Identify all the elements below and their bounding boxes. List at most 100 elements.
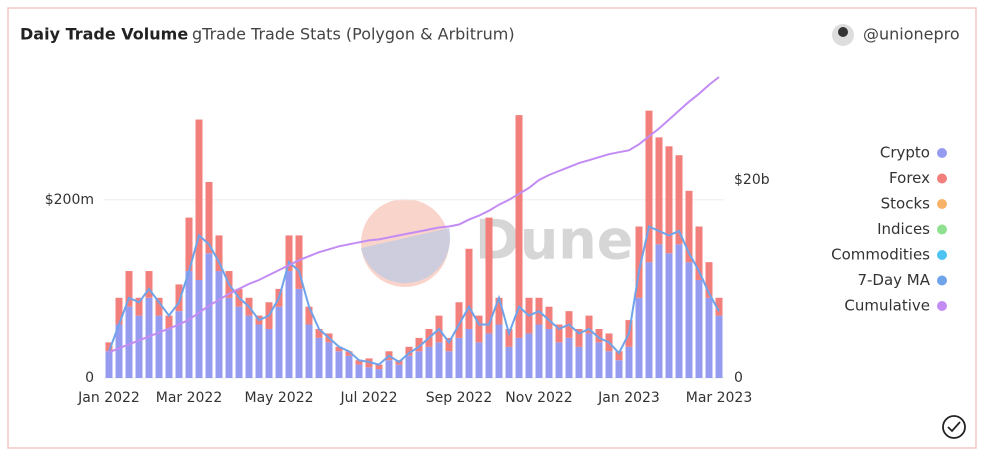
bar <box>475 342 483 378</box>
bar <box>125 271 133 307</box>
legend-swatch <box>937 250 947 260</box>
bar <box>495 297 503 325</box>
bar <box>645 262 653 378</box>
bar <box>455 337 463 378</box>
x-tick-label: Mar 2022 <box>156 390 223 406</box>
line <box>108 76 720 354</box>
bar <box>195 119 203 280</box>
chart-title: Daiy Trade Volume <box>20 25 188 44</box>
bar <box>165 328 173 378</box>
bar <box>295 288 303 378</box>
bar <box>675 155 683 245</box>
bar <box>205 253 213 378</box>
legend-swatch <box>937 275 947 286</box>
bar <box>585 315 593 334</box>
bar <box>715 315 723 378</box>
bar <box>285 235 293 272</box>
bar <box>355 364 363 378</box>
x-tick-label: Jan 2023 <box>597 390 660 406</box>
bar <box>385 360 393 378</box>
bar <box>105 351 113 378</box>
bar <box>325 342 333 378</box>
legend-label: 7-Day MA <box>857 271 930 289</box>
bar <box>445 337 453 352</box>
author[interactable]: @unionepro <box>863 25 960 44</box>
bar <box>695 226 703 280</box>
y-tick-label: $200m <box>45 192 94 208</box>
bar <box>225 297 233 378</box>
bar <box>175 311 183 378</box>
bar <box>615 360 623 378</box>
bar <box>415 351 423 378</box>
check-icon[interactable] <box>942 415 966 439</box>
bar <box>555 324 563 343</box>
bar <box>685 262 693 378</box>
bar <box>455 302 463 338</box>
bar <box>675 244 683 378</box>
bar <box>115 324 123 378</box>
bar <box>635 297 643 378</box>
bar <box>345 351 353 356</box>
bar <box>585 333 593 378</box>
bar <box>105 342 113 352</box>
bar <box>705 262 713 298</box>
x-tick-label: Nov 2022 <box>505 390 572 406</box>
bar <box>515 337 523 378</box>
bar <box>665 146 673 254</box>
bar <box>165 315 173 329</box>
watermark-logo-half <box>361 228 451 284</box>
bar <box>465 248 473 329</box>
bar <box>395 364 403 378</box>
bar <box>545 328 553 378</box>
bar <box>315 328 323 338</box>
bar <box>315 337 323 378</box>
avatar-figure <box>838 27 848 37</box>
bar <box>605 351 613 378</box>
bar <box>655 137 663 245</box>
legend-label: Stocks <box>881 195 931 213</box>
bar <box>115 297 123 325</box>
bar <box>335 346 343 352</box>
bar <box>715 297 723 316</box>
bar <box>445 351 453 378</box>
bar <box>125 306 133 378</box>
bar <box>375 369 383 378</box>
bar <box>645 110 653 263</box>
bar <box>355 360 363 365</box>
bar <box>705 297 713 378</box>
bar <box>575 328 583 347</box>
bar <box>475 315 483 343</box>
bar <box>435 342 443 378</box>
bar <box>695 279 703 378</box>
bar <box>635 226 643 298</box>
chart-subtitle: gTrade Trade Stats (Polygon & Arbitrum) <box>192 25 515 44</box>
x-tick-label: Mar 2023 <box>686 390 753 406</box>
bar <box>255 324 263 378</box>
bar <box>615 351 623 361</box>
bar <box>245 315 253 378</box>
bar <box>135 297 143 316</box>
bar <box>345 355 353 378</box>
bar <box>495 324 503 378</box>
bar <box>195 279 203 378</box>
bar <box>175 284 183 312</box>
bar <box>415 337 423 352</box>
bar <box>515 115 523 338</box>
bar <box>565 337 573 378</box>
bar <box>685 190 693 263</box>
bar <box>595 342 603 378</box>
legend-label: Crypto <box>880 144 930 162</box>
bar <box>545 306 553 329</box>
bar <box>145 297 153 378</box>
bar <box>485 217 493 334</box>
bar <box>145 271 153 298</box>
legend-swatch <box>937 224 947 235</box>
legend-label: Indices <box>877 220 930 238</box>
bar <box>285 271 293 378</box>
y2-tick-label: 0 <box>734 370 743 386</box>
bar <box>505 328 513 347</box>
watermark: Dune <box>475 209 633 272</box>
bar <box>335 351 343 378</box>
